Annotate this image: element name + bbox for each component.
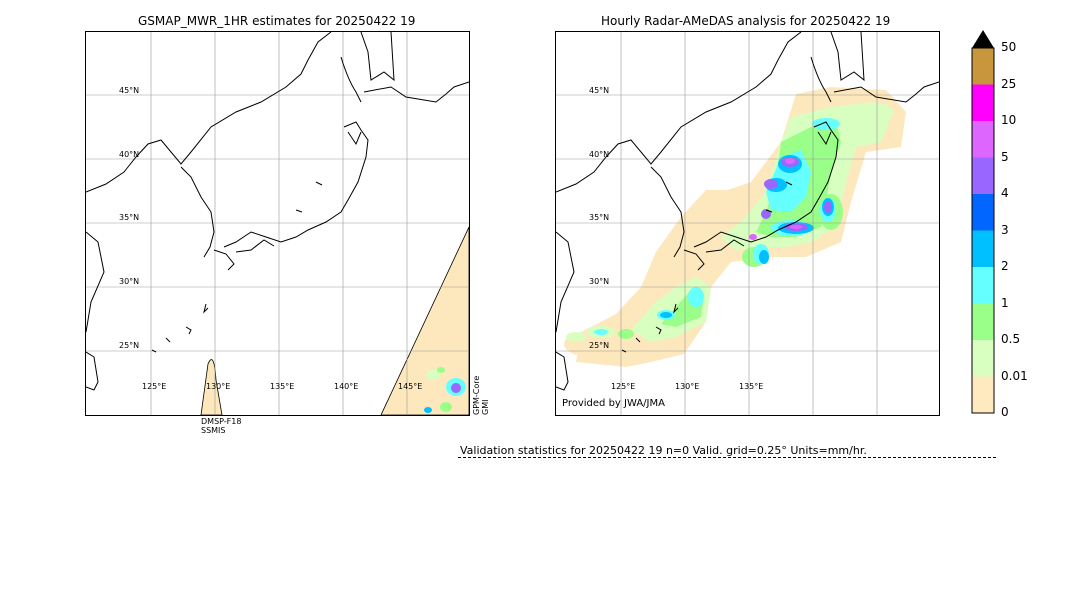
colorbar bbox=[971, 30, 995, 414]
left-lon-label-140: 140°E bbox=[334, 382, 359, 391]
colorbar-segment bbox=[972, 340, 994, 377]
colorbar-canvas bbox=[971, 30, 995, 414]
left-map-canvas bbox=[86, 32, 469, 415]
left-lat-label-35: 35°N bbox=[119, 213, 140, 222]
right-lat-label-40: 40°N bbox=[589, 150, 610, 159]
colorbar-segment bbox=[972, 48, 994, 85]
sensor-label-gpm-core: GPM-Core bbox=[472, 375, 481, 415]
colorbar-segment bbox=[972, 194, 994, 231]
colorbar-tick-label: 50 bbox=[1001, 40, 1017, 54]
right-lon-label-125: 125°E bbox=[611, 382, 636, 391]
right-lon-label-130: 130°E bbox=[675, 382, 700, 391]
right-gridlines bbox=[556, 32, 939, 415]
left-lon-label-145: 145°E bbox=[398, 382, 423, 391]
colorbar-segment bbox=[972, 121, 994, 158]
colorbar-tick-label: 4 bbox=[1001, 186, 1009, 200]
colorbar-tick-label: 3 bbox=[1001, 222, 1009, 237]
left-gridlines bbox=[86, 32, 469, 415]
colorbar-tick-label: 0.01 bbox=[1001, 368, 1028, 383]
right-lat-label-45: 45°N bbox=[589, 86, 610, 95]
validation-stats: Validation statistics for 20250422 19 n=… bbox=[460, 444, 867, 457]
right-coastlines bbox=[556, 32, 939, 391]
left-map-panel bbox=[85, 31, 470, 416]
left-lat-label-25: 25°N bbox=[119, 341, 140, 350]
colorbar-tick-label: 0.5 bbox=[1001, 332, 1021, 346]
precip-blobs-left bbox=[424, 367, 466, 413]
precip-magenta bbox=[749, 158, 802, 240]
left-lon-label-125: 125°E bbox=[142, 382, 167, 391]
colorbar-segment bbox=[972, 84, 994, 121]
right-map-panel: Provided by JWA/JMA bbox=[555, 31, 940, 416]
colorbar-tick-label: 5 bbox=[1001, 149, 1009, 164]
colorbar-tick-label: 0 bbox=[1001, 405, 1009, 419]
right-lat-label-25: 25°N bbox=[589, 341, 610, 350]
colorbar-tick-label: 2 bbox=[1001, 259, 1009, 273]
swath-area-dmsp bbox=[200, 359, 223, 415]
left-lat-label-30: 30°N bbox=[119, 277, 140, 286]
colorbar-segment bbox=[972, 303, 994, 340]
left-coastlines bbox=[86, 32, 469, 391]
colorbar-tick-label: 1 bbox=[1001, 295, 1009, 310]
left-lon-label-130: 130°E bbox=[206, 382, 231, 391]
sensor-label-gmi: GMI bbox=[481, 399, 490, 415]
colorbar-extend-arrow bbox=[972, 30, 994, 48]
left-lon-label-135: 135°E bbox=[270, 382, 295, 391]
right-map-canvas bbox=[556, 32, 939, 415]
validation-divider bbox=[458, 457, 996, 458]
colorbar-tick-label: 25 bbox=[1001, 76, 1017, 91]
right-lat-label-35: 35°N bbox=[589, 213, 610, 222]
colorbar-segment bbox=[972, 267, 994, 304]
right-lon-label-135: 135°E bbox=[739, 382, 764, 391]
colorbar-segment bbox=[972, 376, 994, 413]
colorbar-segment bbox=[972, 230, 994, 267]
left-lat-label-40: 40°N bbox=[119, 150, 140, 159]
swath-area-gpm bbox=[380, 226, 469, 415]
sensor-label-ssmis: SSMIS bbox=[201, 426, 226, 435]
right-lat-label-30: 30°N bbox=[589, 277, 610, 286]
data-credit: Provided by JWA/JMA bbox=[562, 398, 665, 409]
left-lat-label-45: 45°N bbox=[119, 86, 140, 95]
colorbar-segment bbox=[972, 157, 994, 194]
left-panel-title: GSMAP_MWR_1HR estimates for 20250422 19 bbox=[138, 14, 416, 28]
sensor-label-dmsp: DMSP-F18 bbox=[201, 417, 242, 426]
right-panel-title: Hourly Radar-AMeDAS analysis for 2025042… bbox=[601, 14, 891, 28]
colorbar-tick-label: 10 bbox=[1001, 113, 1017, 127]
